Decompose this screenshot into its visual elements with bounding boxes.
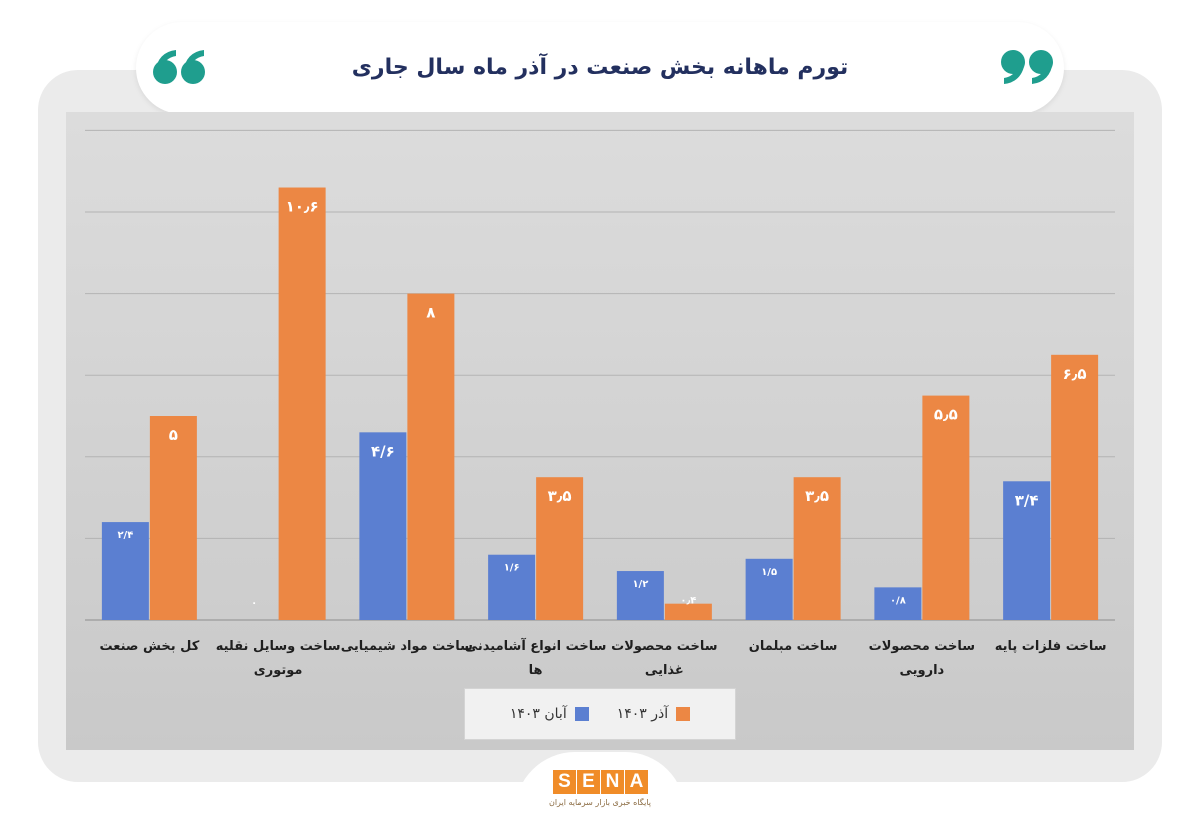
quotation-mark-icon [1001, 50, 1053, 84]
legend-item-aban: آبان ۱۴۰۳ [510, 706, 589, 722]
bar-azar [149, 416, 197, 620]
bar-azar [407, 293, 455, 620]
bar-aban [1003, 481, 1051, 620]
category-label: ساخت مبلمان [749, 639, 838, 654]
legend-swatch-azar [676, 707, 691, 721]
data-label-azar: ۳٫۵ [548, 487, 572, 505]
data-label-aban: ۳/۴ [1015, 491, 1039, 509]
category-label: ساخت انواع آشامیدنی [465, 637, 607, 654]
category-label: دارویی [900, 663, 945, 678]
legend-swatch-aban [574, 707, 589, 721]
category-label: ها [529, 663, 543, 678]
data-label-aban: ۱/۶ [504, 563, 520, 574]
data-label-azar: ۸ [426, 304, 435, 322]
bar-aban [874, 587, 922, 620]
bar-azar [536, 477, 584, 620]
data-label-azar: ۳٫۵ [805, 487, 829, 505]
category-label: کل بخش صنعت [99, 639, 199, 654]
data-label-azar: ۱۰٫۶ [286, 198, 319, 216]
data-label-aban: ۰/۸ [890, 595, 906, 606]
data-label-azar: ۵٫۵ [934, 406, 958, 424]
bar-azar [922, 395, 970, 620]
category-label: غذایی [645, 663, 684, 678]
category-label: موتوری [254, 663, 303, 678]
data-label-aban: ۴/۶ [371, 442, 395, 460]
data-label-aban: ۰ [251, 598, 257, 609]
bar-aban [488, 554, 536, 620]
data-label-aban: ۱/۲ [632, 579, 648, 590]
bar-azar [1051, 354, 1099, 620]
logo-letter: N [601, 770, 624, 794]
category-label: ساخت محصولات [611, 639, 717, 654]
logo-letter: A [625, 770, 648, 794]
data-label-azar: ۵ [169, 426, 178, 444]
data-label-azar: ۰٫۴ [680, 596, 696, 607]
title-banner: تورم ماهانه بخش صنعت در آذر ماه سال جاری [136, 22, 1064, 114]
bar-aban [359, 432, 407, 620]
category-label: ساخت فلزات پایه [995, 639, 1107, 654]
bar-aban [745, 558, 793, 620]
data-label-aban: ۲/۴ [117, 530, 133, 541]
chart-title: تورم ماهانه بخش صنعت در آذر ماه سال جاری [351, 55, 849, 80]
logo-subtitle: پایگاه خبری بازار سرمایه ایران [548, 798, 652, 807]
category-label: ساخت محصولات [869, 639, 975, 654]
legend: آذر ۱۴۰۳ آبان ۱۴۰۳ [464, 688, 736, 740]
data-label-aban: ۱/۵ [761, 567, 777, 578]
quotation-mark-icon [153, 50, 205, 84]
bar-aban [101, 522, 149, 620]
bar-azar [664, 603, 712, 620]
bar-aban [616, 571, 664, 620]
legend-label-aban: آبان ۱۴۰۳ [509, 706, 567, 722]
logo-letter: S [553, 770, 576, 794]
logo-letter: E [577, 770, 600, 794]
bar-azar [793, 477, 841, 620]
legend-item-azar: آذر ۱۴۰۳ [616, 706, 691, 722]
category-label: ساخت وسایل نقلیه [216, 639, 341, 654]
category-label: ساخت مواد شیمیایی [341, 639, 473, 654]
bar-azar [278, 187, 326, 620]
data-label-azar: ۶٫۵ [1063, 365, 1087, 383]
legend-label-azar: آذر ۱۴۰۳ [616, 706, 669, 722]
